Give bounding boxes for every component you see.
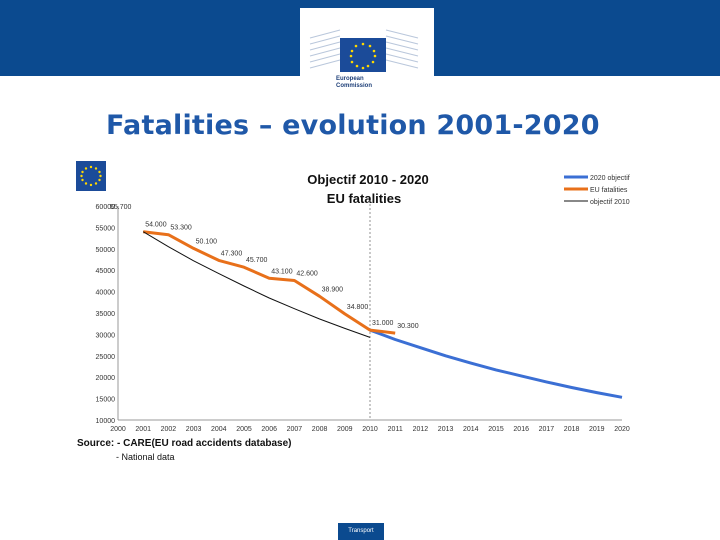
x-tick-label: 2007 (287, 426, 303, 433)
data-label: 45.700 (246, 257, 268, 264)
y-tick-label: 10000 (96, 418, 116, 425)
series-line-objectif2020 (369, 328, 623, 399)
source-note-2: - National data (116, 452, 175, 462)
x-tick-label: 2014 (463, 426, 479, 433)
source-note: Source: - CARE(EU road accidents databas… (77, 438, 292, 449)
footer-badge: Transport (338, 523, 384, 540)
data-label: 43.100 (271, 268, 293, 275)
legend-label-eu: EU fatalities (590, 187, 628, 194)
y-tick-label: 55000 (96, 225, 116, 232)
x-tick-label: 2012 (413, 426, 429, 433)
y-tick-label: 45000 (96, 268, 116, 275)
x-tick-label: 2005 (236, 426, 252, 433)
x-tick-label: 2018 (564, 426, 580, 433)
eu-flag-stars (80, 165, 102, 187)
x-tick-label: 2015 (488, 426, 504, 433)
x-tick-label: 2011 (388, 426, 403, 433)
x-tick-label: 2001 (135, 426, 151, 433)
ec-logo-text: European Commission (336, 76, 373, 89)
fatalities-chart: Objectif 2010 - 2020 EU fatalities 60000… (76, 161, 630, 433)
data-label: 50.100 (196, 238, 218, 245)
data-label: 55.700 (110, 204, 132, 211)
y-tick-label: 20000 (96, 375, 116, 382)
ec-logo: European Commission (300, 8, 434, 100)
x-tick-label: 2008 (312, 426, 328, 433)
chart-subtitle: EU fatalities (327, 191, 401, 206)
data-label: 38.900 (322, 286, 344, 293)
data-label: 54.000 (145, 222, 167, 229)
y-tick-label: 25000 (96, 354, 116, 361)
x-tick-label: 2016 (513, 426, 529, 433)
legend-label-objectif2010: objectif 2010 (590, 199, 630, 206)
x-tick-label: 2003 (186, 426, 202, 433)
x-tick-label: 2006 (261, 426, 277, 433)
x-tick-label: 2000 (110, 426, 126, 433)
data-label: 47.300 (221, 250, 243, 257)
data-label: 42.600 (296, 270, 318, 277)
chart-series (142, 230, 623, 399)
x-tick-label: 2013 (438, 426, 454, 433)
x-tick-label: 2009 (337, 426, 353, 433)
x-tick-label: 2019 (589, 426, 605, 433)
data-label: 30.300 (397, 323, 419, 330)
x-tick-label: 2010 (362, 426, 378, 433)
y-tick-label: 15000 (96, 397, 116, 404)
x-tick-label: 2020 (614, 426, 630, 433)
y-tick-label: 60000 (96, 204, 116, 211)
data-label: 53.300 (170, 225, 192, 232)
y-tick-label: 30000 (96, 332, 116, 339)
legend-label-objectif2020: 2020 objectif (590, 175, 630, 182)
data-label: 34.800 (347, 304, 369, 311)
page-title: Fatalities – evolution 2001-2020 (106, 110, 600, 141)
series-line-eu-fatalities (143, 230, 396, 335)
y-tick-label: 50000 (96, 247, 116, 254)
chart-axes: 60000 55000 50000 45000 40000 35000 30000 25000… (96, 200, 630, 433)
x-tick-label: 2017 (539, 426, 555, 433)
x-tick-label: 2002 (161, 426, 177, 433)
x-tick-label: 2004 (211, 426, 227, 433)
chart-title: Objectif 2010 - 2020 (307, 172, 428, 187)
chart-legend: 2020 objectif EU fatalities objectif 201… (564, 175, 630, 206)
y-tick-label: 35000 (96, 311, 116, 318)
data-label: 31.000 (372, 320, 394, 327)
y-tick-label: 40000 (96, 290, 116, 297)
series-line-objectif2010 (142, 231, 371, 338)
commission-building-icon (308, 29, 419, 72)
